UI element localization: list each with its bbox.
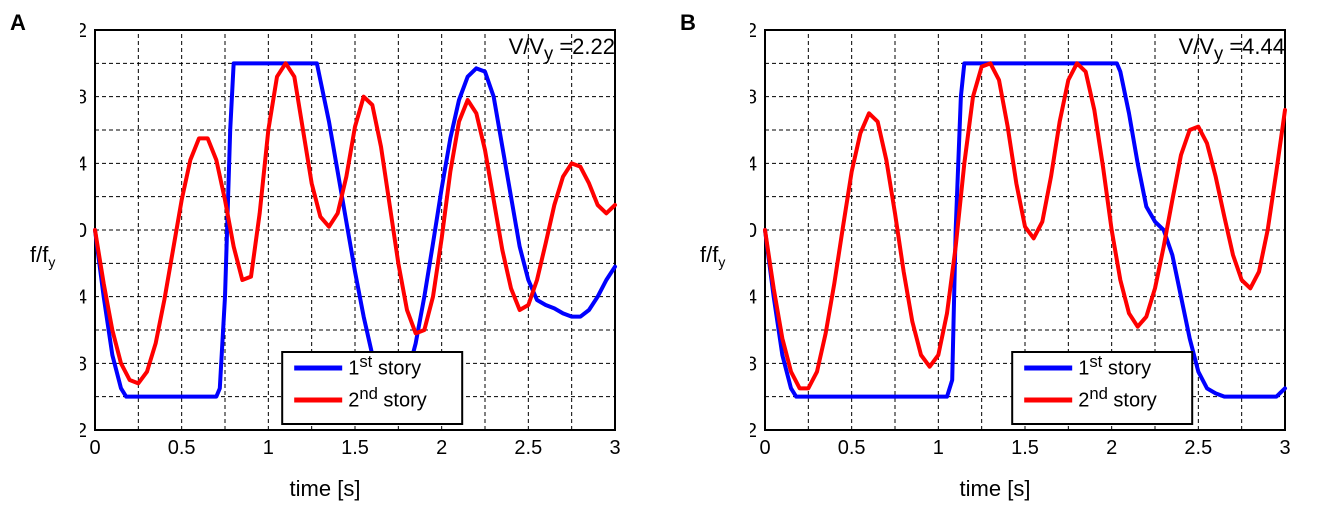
svg-text:2.5: 2.5 xyxy=(1184,437,1212,459)
svg-text:0: 0 xyxy=(759,437,770,459)
panel-a: A f/fy 0 0.5 1 1.5 2 2.5 3 -1.2 -0.8 -0.4 0 0.4 0.8 1… xyxy=(10,10,640,502)
panel-b-plot: 00.511.522.53-1.2-0.8-0.400.40.81.2V/Vy … xyxy=(750,20,1310,470)
svg-text:0: 0 xyxy=(750,220,757,242)
panel-a-plot: 00.511.522.53-1.2-0.8-0.400.40.81.2V/Vy … xyxy=(80,20,640,470)
svg-text:1: 1 xyxy=(263,437,274,459)
svg-text:-1.2: -1.2 xyxy=(80,420,87,442)
svg-text:-1.2: -1.2 xyxy=(750,420,757,442)
svg-text:0.5: 0.5 xyxy=(838,437,866,459)
svg-text:2: 2 xyxy=(1106,437,1117,459)
panel-b-label: B xyxy=(680,10,696,36)
svg-text:-0.8: -0.8 xyxy=(80,353,87,375)
svg-text:1.2: 1.2 xyxy=(750,20,757,42)
panel-b-xlabel: time [s] xyxy=(680,476,1310,502)
panel-a-xlabel: time [s] xyxy=(10,476,640,502)
svg-text:0: 0 xyxy=(80,220,87,242)
svg-text:0.8: 0.8 xyxy=(80,87,87,109)
svg-text:1: 1 xyxy=(933,437,944,459)
svg-text:3: 3 xyxy=(609,437,620,459)
svg-text:0.5: 0.5 xyxy=(168,437,196,459)
panel-b: B f/fy 0 0.5 1 1.5 2 2.5 3 -1.2 -0.8 -0.4 0 0.4 0.8 1… xyxy=(680,10,1310,502)
figure: A f/fy 0 0.5 1 1.5 2 2.5 3 -1.2 -0.8 -0.4 0 0.4 0.8 1… xyxy=(10,10,1313,502)
svg-text:1.2: 1.2 xyxy=(80,20,87,42)
svg-text:0: 0 xyxy=(89,437,100,459)
svg-text:0.4: 0.4 xyxy=(750,153,757,175)
svg-text:-0.4: -0.4 xyxy=(750,287,757,309)
svg-text:2: 2 xyxy=(436,437,447,459)
panel-b-ylabel: f/fy xyxy=(700,242,725,270)
svg-text:-0.8: -0.8 xyxy=(750,353,757,375)
panel-a-ylabel: f/fy xyxy=(30,242,55,270)
svg-text:2.5: 2.5 xyxy=(514,437,542,459)
svg-text:0.4: 0.4 xyxy=(80,153,87,175)
svg-text:3: 3 xyxy=(1279,437,1290,459)
svg-text:0.8: 0.8 xyxy=(750,87,757,109)
svg-text:1.5: 1.5 xyxy=(1011,437,1039,459)
svg-text:1.5: 1.5 xyxy=(341,437,369,459)
svg-text:-0.4: -0.4 xyxy=(80,287,87,309)
panel-a-label: A xyxy=(10,10,26,36)
